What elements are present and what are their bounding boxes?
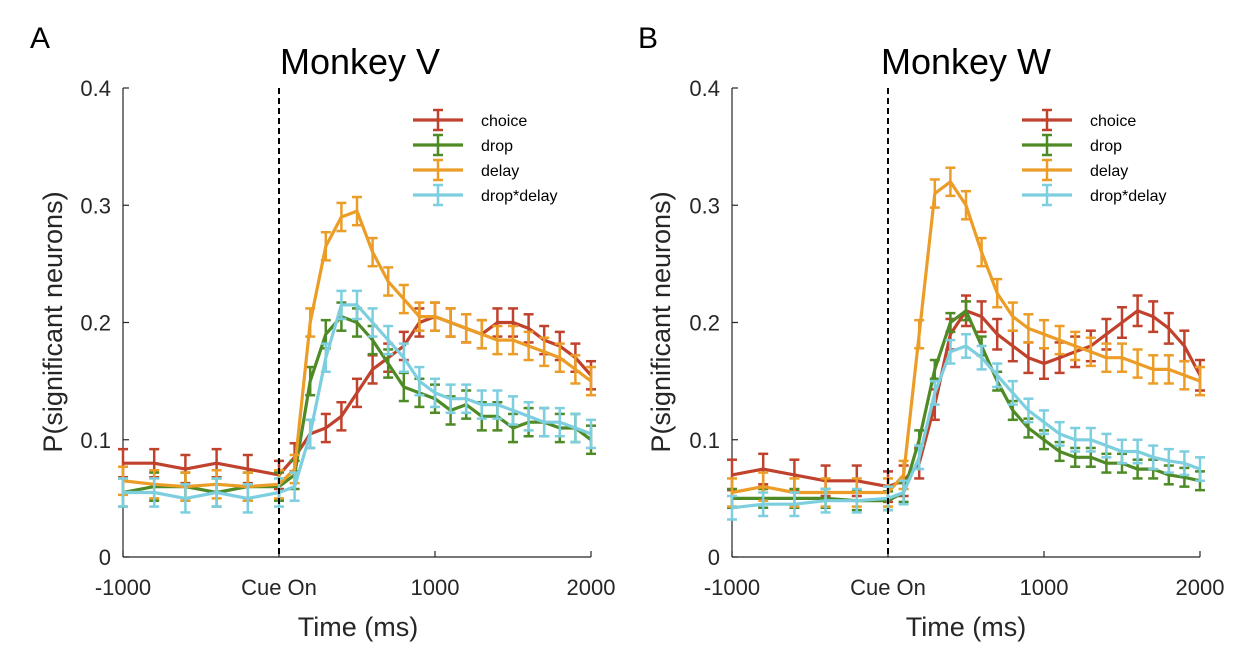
y-tick-label: 0.3 <box>80 193 111 218</box>
series-line <box>731 180 1201 495</box>
panel-monkey-v: A Monkey V P(significant neurons) Time (… <box>30 22 615 642</box>
legend-entry: choice <box>1022 108 1136 132</box>
panel-label: A <box>30 22 50 55</box>
legend-label: drop <box>1090 138 1122 155</box>
plot-area: 0 0.1 0.2 0.3 0.4 -1000 Cue On 1000 2000 <box>689 76 1224 600</box>
legend-label: drop*delay <box>1090 188 1167 205</box>
x-tick-label: -1000 <box>95 575 151 600</box>
legend-entry: drop <box>413 133 513 157</box>
x-tick-label: 1000 <box>1020 575 1069 600</box>
y-tick-label: 0.2 <box>689 311 720 336</box>
series-line <box>731 344 1201 510</box>
legend-entry: delay <box>1022 158 1128 182</box>
legend-label: drop*delay <box>481 188 558 205</box>
x-tick-label: 2000 <box>567 575 616 600</box>
legend: choice drop delay drop*delay <box>1022 108 1167 207</box>
series-line <box>731 309 1202 489</box>
legend-label: choice <box>1090 113 1136 130</box>
y-tick-label: 0.1 <box>689 428 720 453</box>
series-choice <box>727 294 1205 504</box>
legend-entry: delay <box>413 158 519 182</box>
y-tick-label: 0.4 <box>689 76 720 101</box>
legend-entry: drop*delay <box>1022 183 1167 207</box>
series-line <box>123 315 593 477</box>
legend-label: delay <box>481 163 519 180</box>
legend-entry: drop*delay <box>413 183 558 207</box>
y-tick-label: 0.4 <box>80 76 111 101</box>
series-drop-x-delay <box>727 332 1205 521</box>
series-line <box>123 303 592 500</box>
y-tick-label: 0 <box>708 545 720 570</box>
plot-area: 0 0.1 0.2 0.3 0.4 -1000 Cue On 1000 2000 <box>80 76 615 600</box>
x-tick-label: Cue On <box>850 575 926 600</box>
y-tick-label: 0.1 <box>80 428 111 453</box>
legend-label: delay <box>1090 163 1128 180</box>
legend-label: drop <box>481 138 513 155</box>
legend: choice drop delay drop*delay <box>413 108 558 207</box>
x-tick-label: 2000 <box>1176 575 1225 600</box>
x-axis-label: Time (ms) <box>906 612 1026 642</box>
series-delay <box>118 195 596 502</box>
x-axis-label: Time (ms) <box>298 612 418 642</box>
y-tick-label: 0.2 <box>80 311 111 336</box>
y-axis-label: P(significant neurons) <box>646 191 676 452</box>
series-line <box>122 209 592 489</box>
x-tick-label: -1000 <box>704 575 760 600</box>
x-tick-label: Cue On <box>241 575 317 600</box>
series-drop-x-delay <box>118 289 596 514</box>
legend-entry: drop <box>1022 133 1122 157</box>
panel-label: B <box>638 22 658 55</box>
chart-title: Monkey W <box>881 41 1051 82</box>
legend-entry: choice <box>413 108 527 132</box>
legend-label: choice <box>481 113 527 130</box>
panel-monkey-w: B Monkey W P(significant neurons) Time (… <box>638 22 1224 642</box>
y-axis-label: P(significant neurons) <box>38 191 68 452</box>
y-tick-label: 0 <box>99 545 111 570</box>
x-tick-label: 1000 <box>411 575 460 600</box>
y-tick-label: 0.3 <box>689 193 720 218</box>
chart-title: Monkey V <box>280 41 440 82</box>
